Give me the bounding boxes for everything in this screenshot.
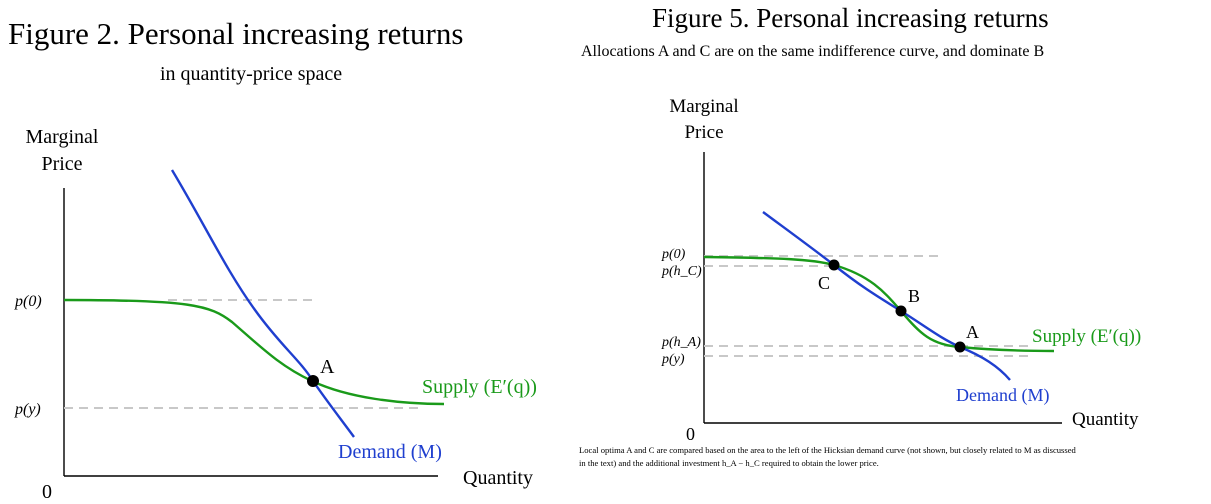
figure-5-supply-curve: [703, 255, 1055, 353]
figure-5-subtitle: Allocations A and C are on the same indi…: [581, 43, 1044, 60]
figure-2-supply-curve: [63, 298, 445, 406]
figure-5-title: Figure 5. Personal increasing returns: [652, 3, 1049, 33]
figure-2-title: Figure 2. Personal increasing returns: [8, 16, 463, 51]
figure-2-point-a-label: A: [320, 356, 335, 378]
figure-5-tick-phc: p(h_C): [661, 264, 702, 279]
figure-2-y-axis-label-line1: Marginal: [26, 126, 99, 148]
figure-2-x-axis-label: Quantity: [463, 467, 533, 489]
figure-5: Figure 5. Personal increasing returns Al…: [579, 3, 1141, 468]
figure-5-tick-p0: p(0): [661, 247, 686, 262]
figure-2-tick-p0: p(0): [14, 293, 42, 310]
figure-5-caption-line2: in the text) and the additional investme…: [579, 458, 879, 468]
figure-5-demand-label: Demand (M): [956, 385, 1049, 406]
figure-5-y-axis-label-line2: Price: [684, 122, 723, 143]
figure-5-point-a: [954, 341, 966, 353]
figure-2-demand-label: Demand (M): [338, 441, 442, 463]
figure-5-origin-label: 0: [686, 424, 695, 444]
figure-5-caption-line1: Local optima A and C are compared based …: [579, 445, 1077, 455]
figure-5-tick-py: p(y): [661, 352, 685, 367]
figure-5-point-c-label: C: [818, 273, 830, 293]
figure-5-tick-pha: p(h_A): [661, 335, 701, 350]
figure-2-y-axis-label-line2: Price: [41, 153, 82, 175]
figure-2: Figure 2. Personal increasing returns in…: [8, 16, 537, 503]
figure-2-tick-py: p(y): [14, 401, 41, 418]
figure-2-point-a: [307, 375, 319, 387]
figure-5-supply-label: Supply (E′(q)): [1032, 326, 1141, 347]
figure-2-supply-label: Supply (E′(q)): [422, 376, 537, 398]
figure-5-y-axis-label-line1: Marginal: [669, 96, 738, 117]
figure-2-subtitle: in quantity-price space: [160, 63, 342, 85]
figure-5-point-b-label: B: [908, 286, 920, 306]
figure-5-point-a-label: A: [966, 322, 979, 342]
figure-5-point-c: [828, 259, 840, 271]
figure-2-demand-curve: [170, 169, 355, 438]
figure-2-origin-label: 0: [42, 481, 52, 503]
figure-5-x-axis-label: Quantity: [1072, 409, 1139, 430]
figure-5-point-b: [895, 305, 907, 317]
